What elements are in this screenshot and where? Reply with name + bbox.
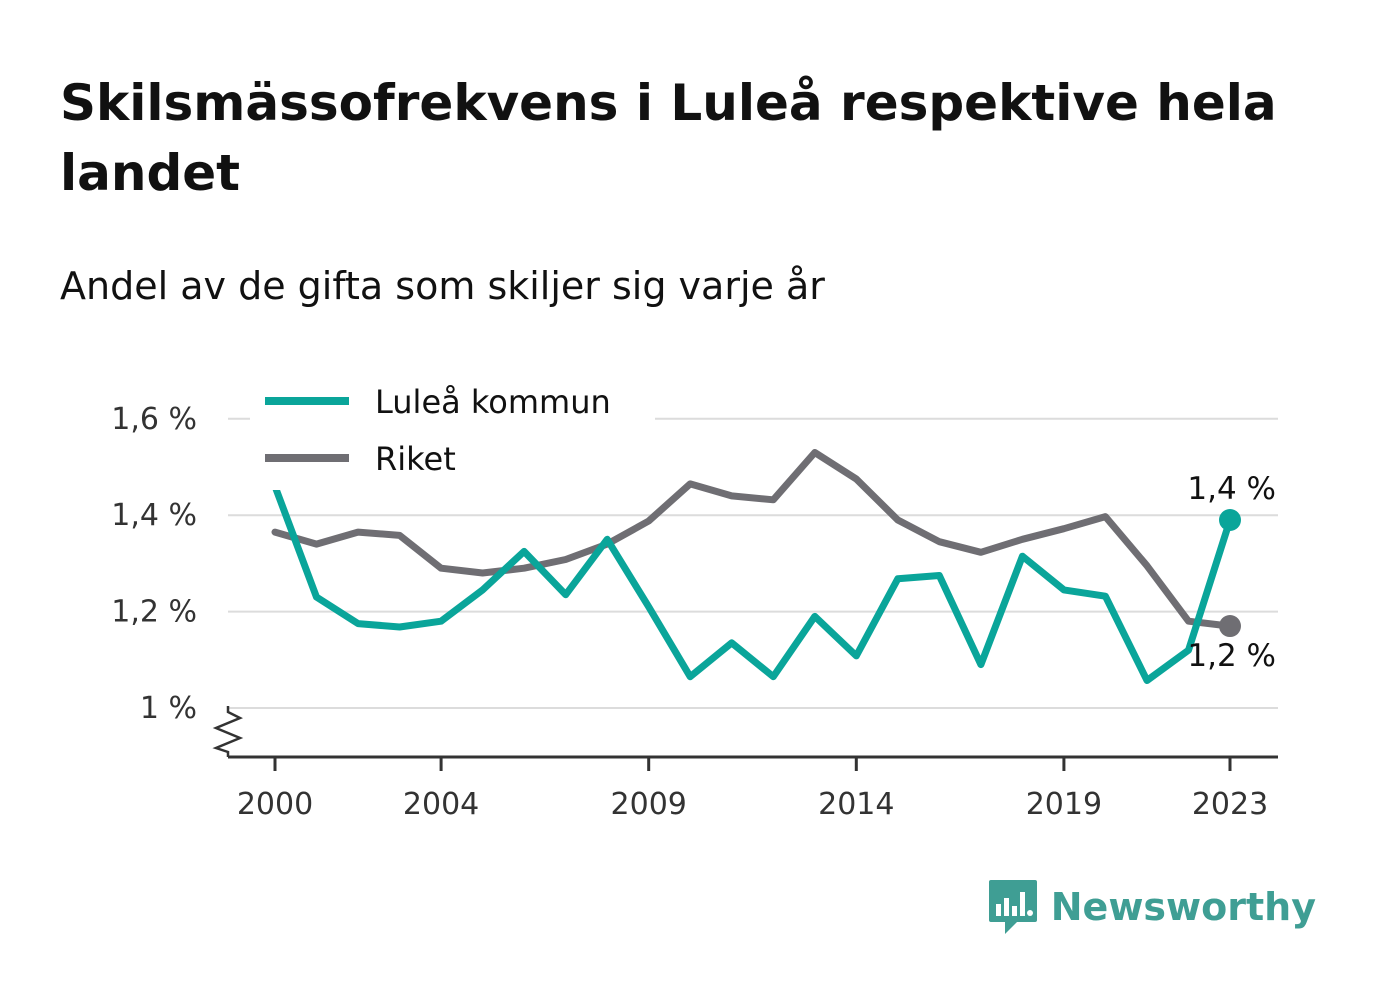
legend-background — [250, 372, 655, 490]
y-tick-label: 1,4 % — [111, 498, 197, 533]
brand-logo: Newsworthy — [987, 878, 1316, 936]
y-tick-label: 1,6 % — [111, 402, 197, 437]
series-line-lulea — [271, 482, 1234, 684]
x-tick-label: 2023 — [1192, 787, 1268, 822]
end-point-lulea — [1219, 509, 1241, 532]
axes: 1 % 1,2 % 1,4 % 1,6 % 2000 2004 2009 2014 2019 20… — [111, 402, 1278, 822]
x-tick-label: 2004 — [403, 787, 479, 822]
bar-chart-speech-bubble-icon — [988, 880, 1037, 934]
series-line-riket — [271, 449, 1234, 630]
brand-name: Newsworthy — [1050, 885, 1316, 929]
x-tick-label: 2000 — [237, 787, 313, 822]
legend-label-lulea: Luleå kommun — [375, 383, 611, 421]
x-tick-label: 2014 — [818, 787, 894, 822]
series-lines — [271, 449, 1241, 684]
legend: Luleå kommun Riket — [250, 372, 655, 490]
chart-title: Skilsmässofrekvens i Luleå respektive he… — [60, 74, 1277, 202]
end-labels: 1,4 % 1,2 % — [1187, 471, 1276, 674]
legend-label-riket: Riket — [375, 440, 456, 478]
end-label-riket: 1,2 % — [1187, 638, 1276, 674]
x-tick-label: 2019 — [1026, 787, 1102, 822]
end-point-riket — [1219, 615, 1241, 638]
y-tick-label: 1 % — [140, 691, 197, 726]
y-axis-break-icon — [212, 706, 244, 757]
y-tick-label: 1,2 % — [111, 595, 197, 630]
end-label-lulea: 1,4 % — [1187, 471, 1276, 507]
x-tick-label: 2009 — [611, 787, 687, 822]
chart-subtitle: Andel av de gifta som skiljer sig varje … — [60, 264, 825, 308]
